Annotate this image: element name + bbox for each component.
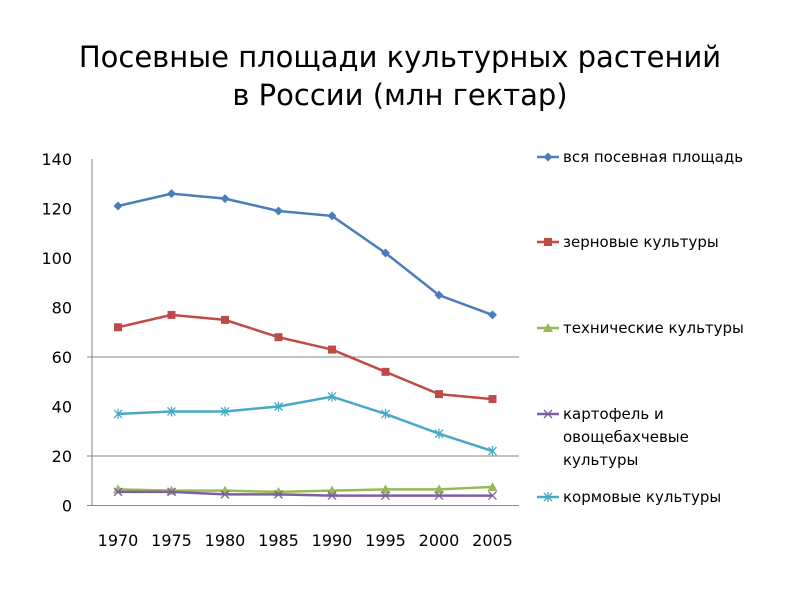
legend-entry: картофель и овощебахчевые культуры bbox=[537, 405, 689, 469]
y-tick-label: 80 bbox=[52, 299, 72, 318]
series-4 bbox=[113, 391, 497, 457]
y-tick-label: 140 bbox=[41, 150, 72, 169]
legend-entry: технические культуры bbox=[537, 319, 744, 337]
y-tick-label: 40 bbox=[52, 398, 72, 417]
legend-label: картофель и bbox=[563, 405, 664, 423]
data-point bbox=[221, 315, 229, 324]
data-point bbox=[488, 395, 497, 404]
x-tick-label: 1990 bbox=[312, 531, 353, 550]
data-point bbox=[543, 409, 553, 419]
data-point bbox=[327, 211, 337, 221]
series-line bbox=[117, 395, 493, 453]
y-tick-label: 60 bbox=[52, 348, 72, 367]
data-point bbox=[434, 290, 444, 300]
series-line bbox=[117, 313, 493, 401]
x-tick-label: 1970 bbox=[98, 531, 139, 550]
data-point bbox=[113, 487, 123, 497]
series-line bbox=[117, 192, 493, 317]
x-tick-label: 2000 bbox=[419, 531, 460, 550]
data-point bbox=[543, 152, 553, 162]
data-point bbox=[114, 323, 122, 332]
data-point bbox=[487, 481, 498, 491]
data-point bbox=[488, 446, 497, 457]
data-point bbox=[381, 367, 390, 376]
x-tick-label: 1995 bbox=[365, 531, 406, 550]
data-point bbox=[381, 248, 390, 258]
legend-label: овощебахчевые bbox=[563, 428, 689, 446]
y-tick-label: 120 bbox=[41, 200, 72, 219]
data-point bbox=[113, 408, 123, 419]
data-point bbox=[167, 406, 176, 417]
chart-title-line-2: в России (млн гектар) bbox=[232, 78, 568, 112]
legend-label: зерновые культуры bbox=[563, 233, 719, 251]
data-point bbox=[434, 484, 444, 494]
data-point bbox=[274, 401, 283, 412]
chart-title: Посевные площади культурных растений в Р… bbox=[0, 38, 800, 114]
data-point bbox=[220, 489, 230, 499]
data-point bbox=[220, 194, 230, 204]
data-point bbox=[274, 333, 283, 342]
data-point bbox=[381, 408, 390, 419]
legend-label: кормовые культуры bbox=[563, 488, 721, 506]
x-tick-label: 2005 bbox=[472, 531, 513, 550]
data-point bbox=[328, 345, 336, 354]
data-point bbox=[434, 428, 444, 439]
data-point bbox=[543, 323, 553, 332]
y-tick-label: 100 bbox=[41, 249, 72, 268]
x-tick-label: 1975 bbox=[151, 531, 192, 550]
data-point bbox=[167, 310, 176, 319]
data-point bbox=[113, 201, 123, 211]
y-tick-label: 0 bbox=[62, 497, 72, 516]
legend-entry: кормовые культуры bbox=[537, 488, 721, 506]
data-point bbox=[167, 487, 176, 497]
data-point bbox=[434, 491, 444, 501]
data-point bbox=[327, 391, 337, 402]
legend-label: технические культуры bbox=[563, 319, 744, 337]
chart-title-line-1: Посевные площади культурных растений bbox=[78, 40, 722, 74]
series-line bbox=[117, 485, 493, 494]
data-point bbox=[381, 491, 390, 501]
data-point bbox=[274, 489, 283, 499]
legend-entry: зерновые культуры bbox=[537, 233, 719, 251]
y-tick-label: 20 bbox=[52, 447, 72, 466]
x-tick-label: 1980 bbox=[205, 531, 246, 550]
x-tick-label: 1985 bbox=[258, 531, 299, 550]
legend-label: культуры bbox=[563, 451, 638, 469]
legend-entry: вся посевная площадь bbox=[537, 148, 743, 166]
series-3 bbox=[113, 487, 497, 501]
series-0 bbox=[113, 189, 497, 320]
data-point bbox=[167, 189, 176, 199]
data-point bbox=[544, 238, 552, 246]
data-point bbox=[327, 491, 337, 501]
series-line bbox=[118, 490, 493, 497]
data-point bbox=[543, 492, 553, 502]
data-point bbox=[435, 390, 443, 399]
data-point bbox=[220, 406, 230, 417]
legend-label: вся посевная площадь bbox=[563, 148, 743, 166]
data-point bbox=[274, 206, 283, 216]
data-point bbox=[488, 310, 497, 320]
data-point bbox=[488, 491, 497, 501]
data-point bbox=[380, 484, 391, 494]
series-1 bbox=[114, 310, 497, 404]
